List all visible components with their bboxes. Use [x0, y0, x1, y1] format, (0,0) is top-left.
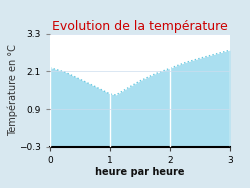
Title: Evolution de la température: Evolution de la température — [52, 20, 228, 33]
Y-axis label: Température en °C: Température en °C — [7, 44, 18, 136]
X-axis label: heure par heure: heure par heure — [95, 168, 185, 177]
